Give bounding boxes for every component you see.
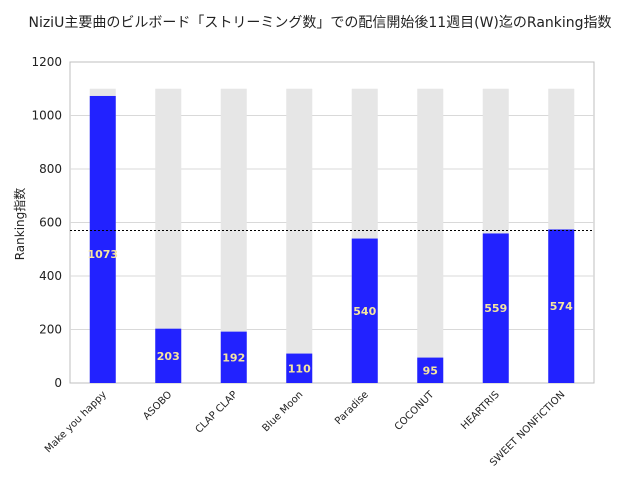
background-bar <box>417 88 444 383</box>
x-tick-label: Paradise <box>333 389 371 427</box>
background-bar <box>286 88 313 383</box>
data-label: 1073 <box>87 248 118 261</box>
x-tick-label: Make you happy <box>43 389 109 455</box>
bar-paradise <box>351 238 378 383</box>
x-tick-label: COCONUT <box>393 389 437 433</box>
y-tick-label: 400 <box>39 269 62 283</box>
bar-sweet-nonfiction <box>548 229 575 383</box>
y-tick-label: 200 <box>39 323 62 337</box>
data-label: 203 <box>157 350 180 363</box>
bar-coconut <box>417 357 444 383</box>
data-label: 192 <box>222 351 245 364</box>
bar-heartris <box>482 233 509 383</box>
data-label: 574 <box>550 300 573 313</box>
y-tick-label: 0 <box>54 376 62 390</box>
x-tick-label: ASOBO <box>141 389 174 422</box>
x-tick-label: SWEET NONFICTION <box>488 389 567 468</box>
y-tick-label: 1000 <box>31 109 62 123</box>
data-label: 559 <box>484 302 507 315</box>
y-axis-label: Ranking指数 <box>12 188 27 261</box>
data-label: 95 <box>423 364 438 377</box>
bar-blue-moon <box>286 353 313 383</box>
data-label: 110 <box>288 362 311 375</box>
y-tick-label: 600 <box>39 216 62 230</box>
y-tick-label: 1200 <box>31 55 62 69</box>
chart-title: NiziU主要曲のビルボード「ストリーミング数」での配信開始後11週目(W)迄の… <box>28 15 612 31</box>
bar-make-you-happy <box>89 95 116 383</box>
x-tick-label: Blue Moon <box>260 389 305 434</box>
y-tick-label: 800 <box>39 162 62 176</box>
bar-asobo <box>155 328 182 383</box>
x-tick-label: HEARTRIS <box>459 389 502 432</box>
x-tick-label: CLAP CLAP <box>194 389 240 435</box>
bar-clap-clap <box>220 331 247 383</box>
data-label: 540 <box>353 305 376 318</box>
